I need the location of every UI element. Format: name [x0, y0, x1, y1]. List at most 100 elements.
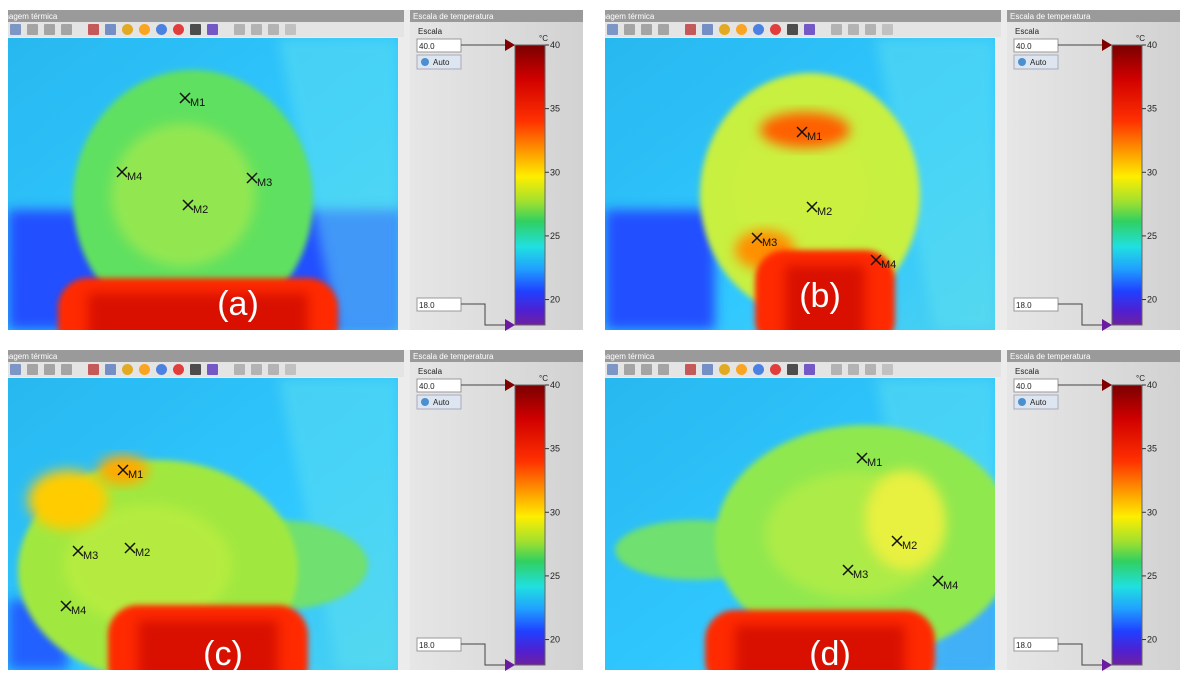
toolbar-button[interactable]: [122, 364, 133, 375]
toolbar-button[interactable]: [804, 24, 815, 35]
marker-label: M4: [127, 171, 142, 183]
toolbar-button[interactable]: [173, 24, 184, 35]
toolbar-button[interactable]: [685, 364, 696, 375]
toolbar-button[interactable]: [607, 24, 618, 35]
toolbar-button[interactable]: [285, 364, 296, 375]
hot-spot: [865, 470, 945, 570]
toolbar-button[interactable]: [61, 364, 72, 375]
marker-label: M3: [762, 237, 777, 249]
tick-label: 30: [550, 507, 560, 517]
toolbar-button[interactable]: [882, 364, 893, 375]
toolbar-button[interactable]: [658, 24, 669, 35]
image-header-bar: [605, 10, 1001, 22]
toolbar-button[interactable]: [190, 24, 201, 35]
toolbar-button[interactable]: [624, 364, 635, 375]
toolbar-button[interactable]: [753, 24, 764, 35]
toolbar-button[interactable]: [88, 24, 99, 35]
toolbar-button[interactable]: [10, 364, 21, 375]
scale-label: Escala: [418, 27, 443, 36]
scale-label: Escala: [1015, 367, 1040, 376]
toolbar-button[interactable]: [736, 24, 747, 35]
toolbar-button[interactable]: [251, 24, 262, 35]
toolbar-button[interactable]: [787, 24, 798, 35]
toolbar-button[interactable]: [10, 24, 21, 35]
toolbar-button[interactable]: [190, 364, 201, 375]
image-header: Imagem térmica: [597, 352, 655, 361]
toolbar-button[interactable]: [719, 364, 730, 375]
thermal-image: (b)M1M2M3M4: [605, 38, 995, 350]
toolbar-button[interactable]: [787, 364, 798, 375]
marker-label: M1: [190, 97, 205, 109]
toolbar-button[interactable]: [804, 364, 815, 375]
toolbar-button[interactable]: [831, 364, 842, 375]
toolbar-button[interactable]: [607, 364, 618, 375]
color-bar: [515, 45, 545, 325]
toolbar-button[interactable]: [44, 364, 55, 375]
toolbar-button[interactable]: [658, 364, 669, 375]
head-core: [111, 124, 255, 267]
toolbar-button[interactable]: [105, 364, 116, 375]
toolbar-button[interactable]: [719, 24, 730, 35]
tick-label: 40: [550, 40, 560, 50]
marker-label: M3: [853, 569, 868, 581]
toolbar-button[interactable]: [27, 364, 38, 375]
toolbar-button[interactable]: [207, 364, 218, 375]
toolbar-button[interactable]: [234, 24, 245, 35]
marker-label: M4: [943, 580, 958, 592]
min-value: 18.0: [419, 641, 435, 650]
toolbar-button[interactable]: [882, 24, 893, 35]
toolbar-button[interactable]: [624, 24, 635, 35]
image-header: Imagem térmica: [0, 12, 58, 21]
toolbar-button[interactable]: [848, 364, 859, 375]
toolbar-button[interactable]: [641, 364, 652, 375]
screenshots: Imagem térmica(a)M1M2M3M4Escala de tempe…: [0, 0, 1185, 673]
tick-label: 20: [1147, 635, 1157, 645]
panel-label: (d): [809, 635, 851, 673]
toolbar-button[interactable]: [156, 24, 167, 35]
toolbar-button[interactable]: [61, 24, 72, 35]
scale-header: Escala de temperatura: [1010, 352, 1091, 361]
toolbar-button[interactable]: [139, 24, 150, 35]
toolbar-button[interactable]: [770, 364, 781, 375]
toolbar-button[interactable]: [173, 364, 184, 375]
toolbar-button[interactable]: [139, 364, 150, 375]
toolbar-button[interactable]: [207, 24, 218, 35]
toolbar-button[interactable]: [702, 24, 713, 35]
auto-icon: [421, 58, 429, 66]
tick-label: 25: [1147, 231, 1157, 241]
toolbar-button[interactable]: [251, 364, 262, 375]
toolbar-button[interactable]: [122, 24, 133, 35]
toolbar-button[interactable]: [685, 24, 696, 35]
panel: Imagem térmica(a)M1M2M3M4Escala de tempe…: [0, 10, 583, 358]
toolbar-button[interactable]: [753, 364, 764, 375]
toolbar-button[interactable]: [770, 24, 781, 35]
tick-label: 40: [1147, 380, 1157, 390]
tick-label: 35: [550, 104, 560, 114]
toolbar-button[interactable]: [848, 24, 859, 35]
toolbar-button[interactable]: [865, 364, 876, 375]
toolbar-button[interactable]: [105, 24, 116, 35]
unit-label: °C: [539, 374, 548, 383]
toolbar-button[interactable]: [865, 24, 876, 35]
toolbar-button[interactable]: [831, 24, 842, 35]
auto-icon: [421, 398, 429, 406]
auto-icon: [1018, 58, 1026, 66]
marker-label: M2: [817, 206, 832, 218]
auto-label: Auto: [1030, 398, 1047, 407]
toolbar-button[interactable]: [156, 364, 167, 375]
toolbar-button[interactable]: [44, 24, 55, 35]
marker-label: M2: [135, 547, 150, 559]
toolbar-button[interactable]: [234, 364, 245, 375]
toolbar-button[interactable]: [736, 364, 747, 375]
tick-label: 20: [1147, 295, 1157, 305]
toolbar-button[interactable]: [88, 364, 99, 375]
toolbar-button[interactable]: [268, 24, 279, 35]
scale-label: Escala: [1015, 27, 1040, 36]
toolbar-button[interactable]: [702, 364, 713, 375]
toolbar-button[interactable]: [641, 24, 652, 35]
toolbar-button[interactable]: [285, 24, 296, 35]
toolbar-button[interactable]: [268, 364, 279, 375]
auto-label: Auto: [433, 398, 450, 407]
toolbar-button[interactable]: [27, 24, 38, 35]
